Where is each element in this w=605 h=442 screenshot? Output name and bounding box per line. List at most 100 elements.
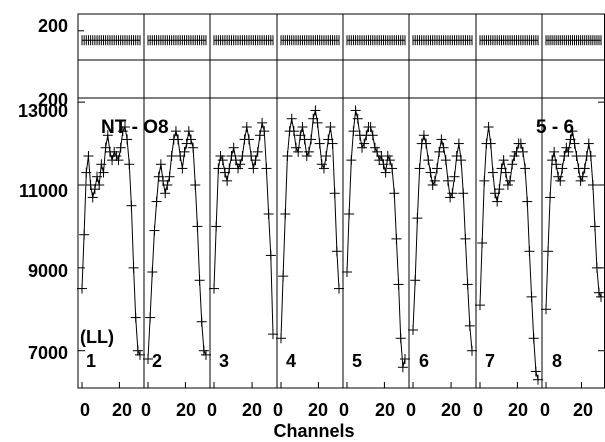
- data-point-p8-13: [565, 134, 576, 145]
- y-tick-label-7000: 7000: [28, 343, 68, 363]
- data-point-p7-5: [483, 122, 494, 132]
- data-point-p8-8: [555, 175, 566, 186]
- data-point-p8-24: [587, 180, 598, 190]
- x-tick-label-p1-20: 20: [112, 400, 132, 420]
- data-point-p1-23: [124, 159, 135, 170]
- data-point-p3-18: [246, 151, 257, 161]
- data-point-p2-5: [151, 196, 162, 207]
- data-point-p3-7: [222, 175, 233, 186]
- data-point-p6-14: [436, 134, 447, 145]
- series-line-panel-4: [280, 110, 340, 339]
- data-point-p5-28: [400, 354, 410, 364]
- data-point-p1-16: [109, 146, 120, 157]
- data-point-p6-9: [425, 167, 436, 178]
- series-line-panel-8: [545, 130, 602, 310]
- series-line-panel-6: [412, 133, 473, 351]
- data-point-p2-1: [143, 354, 153, 364]
- data-point-p3-22: [254, 130, 265, 141]
- data-point-p5-15: [372, 146, 383, 157]
- data-point-p5-21: [384, 155, 395, 166]
- series-line-panel-3: [213, 122, 274, 335]
- data-point-p7-20: [515, 138, 526, 149]
- main-plot-frame: [77, 97, 605, 389]
- data-point-p8-19: [577, 171, 588, 182]
- data-point-p4-27: [331, 246, 342, 257]
- data-point-p5-25: [393, 279, 404, 290]
- panel-label-3: 3: [219, 351, 229, 371]
- x-tick-label-p8-0: 0: [540, 400, 550, 420]
- data-point-p7-9: [492, 196, 503, 207]
- data-point-p3-12: [233, 163, 244, 174]
- data-point-p3-20: [250, 155, 261, 166]
- data-point-p8-27: [593, 287, 604, 298]
- data-point-p3-4: [215, 151, 226, 161]
- data-point-p5-24: [391, 233, 402, 244]
- data-point-p6-23: [456, 155, 467, 166]
- data-point-p4-10: [295, 130, 306, 141]
- data-point-p3-25: [261, 163, 272, 174]
- data-point-p6-25: [460, 233, 471, 244]
- data-point-p3-26: [263, 209, 274, 219]
- data-point-p6-3: [412, 213, 423, 224]
- x-tick-label-p5-20: 20: [375, 400, 395, 420]
- data-point-p7-28: [533, 374, 543, 385]
- data-point-p2-17: [177, 163, 188, 174]
- data-point-p4-11: [297, 122, 308, 132]
- y-tick-label-9000: 9000: [28, 261, 68, 281]
- data-point-p7-24: [524, 246, 535, 257]
- data-point-p2-9: [160, 188, 171, 199]
- x-tick-label-p4-20: 20: [308, 400, 328, 420]
- series-line-panel-7: [479, 126, 539, 380]
- data-point-p1-25: [128, 262, 139, 273]
- x-tick-label-p5-0: 0: [339, 400, 349, 420]
- data-point-p5-14: [369, 142, 380, 153]
- data-point-p3-21: [252, 146, 263, 157]
- series-line-panel-1: [81, 125, 141, 356]
- data-point-p4-4: [282, 151, 293, 161]
- data-point-p3-8: [224, 163, 235, 174]
- data-point-p6-24: [458, 188, 469, 199]
- data-point-p1-9: [94, 180, 105, 190]
- data-point-p4-3: [280, 209, 291, 219]
- data-point-p6-7: [421, 138, 432, 149]
- data-point-p8-12: [563, 146, 574, 157]
- data-point-p3-11: [230, 155, 241, 166]
- data-point-p1-18: [113, 155, 124, 166]
- data-point-p8-3: [545, 192, 556, 203]
- data-point-p1-17: [111, 151, 122, 161]
- data-point-p2-18: [179, 146, 190, 157]
- data-point-p8-7: [553, 171, 564, 182]
- data-point-p7-17: [509, 151, 520, 161]
- data-point-p2-10: [162, 180, 173, 190]
- data-point-p8-14: [567, 126, 578, 137]
- x-tick-label-p3-20: 20: [242, 400, 262, 420]
- data-point-p8-16: [571, 151, 582, 161]
- data-point-p5-20: [382, 151, 393, 161]
- data-point-p2-22: [188, 142, 199, 153]
- data-point-p7-16: [507, 159, 518, 170]
- data-point-p1-28: [135, 349, 145, 360]
- data-point-p7-26: [528, 333, 539, 344]
- data-point-p2-26: [196, 316, 207, 327]
- data-point-p3-3: [213, 163, 224, 174]
- data-point-p4-25: [327, 138, 338, 149]
- data-point-p7-1: [475, 300, 485, 311]
- data-point-p2-25: [194, 275, 205, 286]
- data-point-p5-13: [367, 130, 378, 141]
- data-point-p4-17: [310, 105, 321, 116]
- data-point-p2-7: [155, 159, 166, 170]
- data-point-p2-27: [198, 345, 209, 356]
- data-point-p1-3: [81, 167, 92, 178]
- data-point-p1-1: [77, 283, 87, 294]
- data-point-p3-13: [235, 159, 246, 170]
- x-tick-label-p7-0: 0: [473, 400, 483, 420]
- data-point-p6-16: [440, 155, 451, 166]
- data-point-p7-12: [498, 155, 509, 166]
- data-point-p4-24: [325, 122, 336, 132]
- data-point-p2-23: [190, 180, 201, 190]
- data-point-p8-6: [551, 159, 562, 170]
- data-point-p6-11: [429, 175, 440, 186]
- panel-label-1: 1: [86, 351, 96, 371]
- data-point-p6-13: [434, 146, 445, 157]
- data-point-p4-22: [321, 151, 332, 161]
